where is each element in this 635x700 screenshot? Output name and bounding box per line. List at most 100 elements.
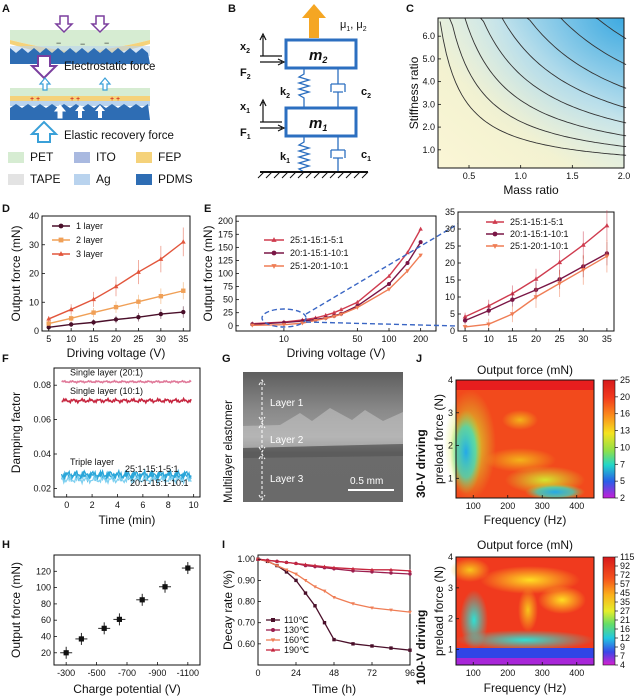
y-tick-label: 20	[29, 269, 39, 279]
legend-label: 160℃	[284, 635, 309, 645]
y-axis-title: Decay rate (%)	[221, 570, 235, 650]
axes-frame	[53, 554, 201, 666]
x-tick-label: 20	[111, 334, 121, 344]
x-tick-label: 15	[507, 334, 517, 344]
data-point	[46, 316, 52, 321]
minus-sign: −	[80, 39, 85, 49]
x-tick-label: -500	[88, 668, 106, 678]
data-point	[116, 616, 122, 622]
data-point	[46, 325, 51, 330]
legend-swatch-ag	[74, 174, 90, 185]
y-tick-label: 75	[223, 282, 233, 292]
chart-e: 10 50 100 2000255075100125150175200Driving …	[201, 215, 459, 360]
c2-label: c2	[361, 86, 371, 100]
data-point	[533, 276, 539, 281]
data-point	[136, 299, 141, 304]
data-point	[275, 559, 279, 563]
series-label: 25:1-15:1-5:1	[125, 464, 179, 474]
ground-hatch	[257, 171, 369, 179]
y-tick-label: 0.08	[33, 380, 51, 390]
m1-label: m1	[309, 115, 327, 133]
data-point	[322, 564, 327, 568]
data-point	[303, 562, 308, 566]
chart-d: 5 10 15 20 25 30 35 0 10 20 30 40 Driving voltage (V…	[9, 211, 191, 360]
x-tick-label: 0.5	[463, 171, 476, 181]
x-tick-label: 2.0	[618, 171, 631, 181]
x-tick-label: 200	[500, 501, 515, 511]
x-tick-label: 100	[466, 501, 481, 511]
y-tick-label: 0	[450, 326, 455, 336]
x-tick-label: 200	[413, 334, 428, 344]
data-point	[46, 321, 51, 326]
legend-marker	[58, 251, 64, 256]
k2-label: k2	[280, 86, 290, 100]
legend-marker	[270, 647, 276, 652]
colorbar-tick-label: 7	[620, 651, 625, 661]
x-tick-label: 48	[329, 668, 339, 678]
x-tick-label: -300	[57, 668, 75, 678]
legend-label: 25:1-15:1-5:1	[510, 217, 564, 227]
heatmap-region	[450, 410, 482, 494]
axes-j-top: Output force (mN) 100 200 300 400 1 2 3 4 Frequen…	[432, 363, 630, 527]
data-point	[332, 565, 336, 570]
heatmap-j-bottom	[450, 556, 616, 666]
j-top-side-label: 30-V driving	[414, 429, 428, 498]
data-point	[408, 572, 412, 576]
colorbar-tick-label: 13	[620, 426, 630, 436]
colorbar-tick-label: 12	[620, 633, 630, 643]
data-point	[331, 310, 337, 315]
data-point	[386, 287, 392, 292]
y-tick-label: 1.0	[422, 145, 435, 155]
down-arrow-icon	[54, 15, 74, 34]
x-tick-label: 10	[279, 334, 289, 344]
y-tick-label: 1.00	[237, 554, 255, 564]
down-arrow-icon	[90, 15, 110, 34]
x-axis-title: Mass ratio	[503, 183, 559, 197]
data-point	[389, 646, 393, 650]
series-line	[61, 396, 192, 405]
plus-sign: + +	[30, 96, 40, 103]
series-label: Single layer (10:1)	[70, 386, 143, 396]
y-tick-label: 35	[445, 207, 455, 217]
y-tick-label: 0	[34, 326, 39, 336]
panel-label-j: J	[416, 353, 422, 365]
x-axis-title: Driving voltage (V)	[67, 346, 166, 360]
layer2-arrow-icon	[258, 422, 266, 453]
x-tick-label: 30	[156, 334, 166, 344]
x-tick-label: 96	[405, 668, 415, 678]
mass-m1	[284, 106, 358, 138]
y-tick-label: 0	[228, 321, 233, 331]
y-tick-label: 150	[218, 242, 233, 252]
y-tick-label: 0.60	[237, 639, 255, 649]
m2-label: m2	[309, 47, 327, 65]
legend-marker	[271, 250, 277, 256]
axes-frame	[455, 556, 595, 666]
x-tick-label: 30	[578, 334, 588, 344]
data-point	[113, 283, 119, 289]
data-point	[303, 591, 308, 595]
x-tick-label: 5	[463, 334, 468, 344]
chart-i: 0 24 48 72 96 0.60 0.70 0.80 0.90 1.00 Time (h) Dec…	[221, 554, 415, 696]
series-line	[60, 468, 192, 481]
chart-e-inset: 5 10 15 20 25 30 350510152025303525:1-15:1-5:1…	[445, 207, 615, 344]
y-tick-label: 120	[36, 566, 51, 576]
damper-c2	[330, 68, 346, 108]
k1-label: k1	[280, 151, 290, 165]
heatmap-region	[525, 484, 585, 500]
data-point	[294, 561, 298, 565]
data-point	[63, 650, 69, 656]
x1-label: x1	[240, 101, 250, 115]
panel-e: E 10 50 100 2000255075100125150175200Drivin…	[201, 203, 615, 360]
x-tick-label: 200	[500, 668, 515, 678]
x-tick-label: 100	[466, 668, 481, 678]
colorbar-tick-label: 9	[620, 642, 625, 652]
elastic-arrow-icon	[29, 120, 59, 143]
y-tick-label: 60	[41, 615, 51, 625]
panel-i: I 0 24 48 72 96 0.60 0.70 0.80 0.90 1.00 Time (h) D…	[221, 539, 415, 696]
x-tick-label: 8	[166, 500, 171, 510]
x-tick-label: 25	[133, 334, 143, 344]
data-point	[408, 648, 412, 652]
x-tick-label: 400	[569, 501, 584, 511]
data-point	[113, 304, 119, 310]
legend-pet: PET	[30, 150, 54, 164]
